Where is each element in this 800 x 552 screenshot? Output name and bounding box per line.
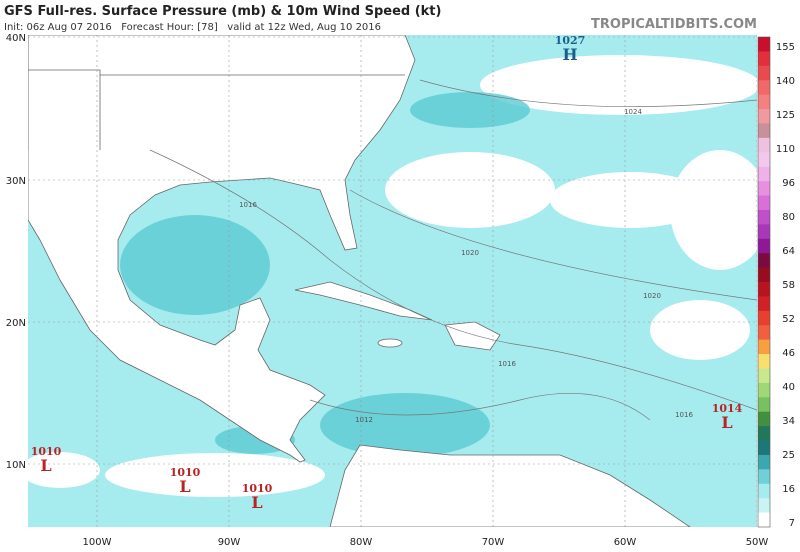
- colorbar-swatch: [758, 166, 770, 182]
- colorbar-swatch: [758, 65, 770, 81]
- colorbar-swatch: [758, 397, 770, 413]
- pressure-letter: H: [562, 45, 577, 64]
- colorbar-swatch: [758, 238, 770, 254]
- colorbar-label: 25: [782, 450, 795, 461]
- isobar-label: 1020: [643, 292, 661, 300]
- isobar-label: 1016: [239, 201, 257, 209]
- pressure-letter: L: [721, 413, 732, 432]
- colorbar-label: 16: [782, 484, 795, 495]
- colorbar-swatch: [758, 253, 770, 269]
- pressure-letter: L: [179, 477, 190, 496]
- colorbar-label: 140: [776, 76, 795, 87]
- map-area: [28, 35, 757, 527]
- land: [28, 35, 691, 527]
- isobar-label: 1012: [355, 416, 373, 424]
- colorbar-swatch: [758, 498, 770, 514]
- colorbar-label: 64: [782, 246, 795, 257]
- colorbar-swatch: [758, 181, 770, 197]
- subtitle: Init: 06z Aug 07 2016 Forecast Hour: [78…: [4, 22, 381, 33]
- colorbar-swatch: [758, 282, 770, 297]
- colorbar-swatch: [758, 483, 770, 499]
- colorbar-swatch: [758, 109, 770, 124]
- colorbar-swatch: [758, 123, 770, 139]
- lat-label: 10N: [6, 460, 26, 471]
- colorbar-label: 110: [776, 144, 795, 155]
- colorbar-swatch: [758, 469, 770, 485]
- colorbar-label: 34: [782, 416, 795, 427]
- colorbar-label: 80: [782, 212, 795, 223]
- lon-label: 80W: [350, 537, 373, 548]
- colorbar-swatch: [758, 454, 770, 470]
- colorbar-swatch: [758, 411, 770, 427]
- isobar-label: 1020: [461, 249, 479, 257]
- colorbar-swatch: [758, 325, 770, 341]
- colorbar-swatch: [758, 296, 770, 312]
- pressure-value: 1014: [712, 402, 743, 415]
- pressure-value: 1010: [170, 466, 201, 479]
- lat-label: 40N: [6, 33, 26, 44]
- brand: TROPICALTIDBITS.COM: [591, 17, 757, 32]
- colorbar-label: 125: [776, 110, 795, 121]
- lat-label: 30N: [6, 176, 26, 187]
- strong-wind-areas: [120, 92, 530, 457]
- colorbar-swatch: [758, 137, 770, 153]
- pressure-value: 1027: [555, 34, 586, 47]
- colorbar-frame: [757, 36, 771, 528]
- isobar-label: 1016: [675, 411, 693, 419]
- pressure-letter: L: [40, 456, 51, 475]
- lon-label: 100W: [83, 537, 112, 548]
- colorbar-swatch: [758, 94, 770, 110]
- lon-label: 60W: [614, 537, 637, 548]
- pressure-value: 1010: [242, 482, 273, 495]
- isobar-label: 1016: [498, 360, 516, 368]
- colorbar-swatch: [758, 37, 770, 52]
- graticule: [28, 35, 757, 527]
- isobars: [149, 79, 757, 421]
- colorbar-label: 155: [776, 42, 795, 53]
- colorbar-label: 46: [782, 348, 795, 359]
- colorbar-label: 96: [782, 178, 795, 189]
- colorbar-label: 58: [782, 280, 795, 291]
- colorbar-swatch: [758, 267, 770, 283]
- colorbar-swatch: [758, 382, 770, 398]
- colorbar-label: 52: [782, 314, 795, 325]
- colorbar-swatch: [758, 209, 770, 225]
- colorbar-label: 40: [782, 382, 795, 393]
- colorbar-swatch: [758, 440, 770, 456]
- lat-label: 20N: [6, 318, 26, 329]
- title: GFS Full-res. Surface Pressure (mb) & 10…: [4, 4, 441, 19]
- colorbar-swatch: [758, 152, 770, 168]
- lon-label: 90W: [218, 537, 241, 548]
- colorbar-swatch: [758, 195, 770, 211]
- colorbar-swatch: [758, 51, 770, 67]
- pressure-letter: L: [251, 493, 262, 512]
- pressure-value: 1010: [31, 445, 62, 458]
- colorbar-swatch: [758, 224, 770, 240]
- isobar-label: 1024: [624, 108, 642, 116]
- lon-label: 50W: [746, 537, 769, 548]
- colorbar-swatch: [758, 310, 770, 326]
- colorbar-label: 7: [789, 518, 795, 529]
- colorbar-swatch: [758, 368, 770, 384]
- colorbar-swatch: [758, 354, 770, 369]
- colorbar-swatch: [758, 426, 770, 442]
- lon-label: 70W: [482, 537, 505, 548]
- colorbar-swatch: [758, 339, 770, 355]
- colorbar-swatch: [758, 512, 770, 528]
- colorbar-swatch: [758, 80, 770, 96]
